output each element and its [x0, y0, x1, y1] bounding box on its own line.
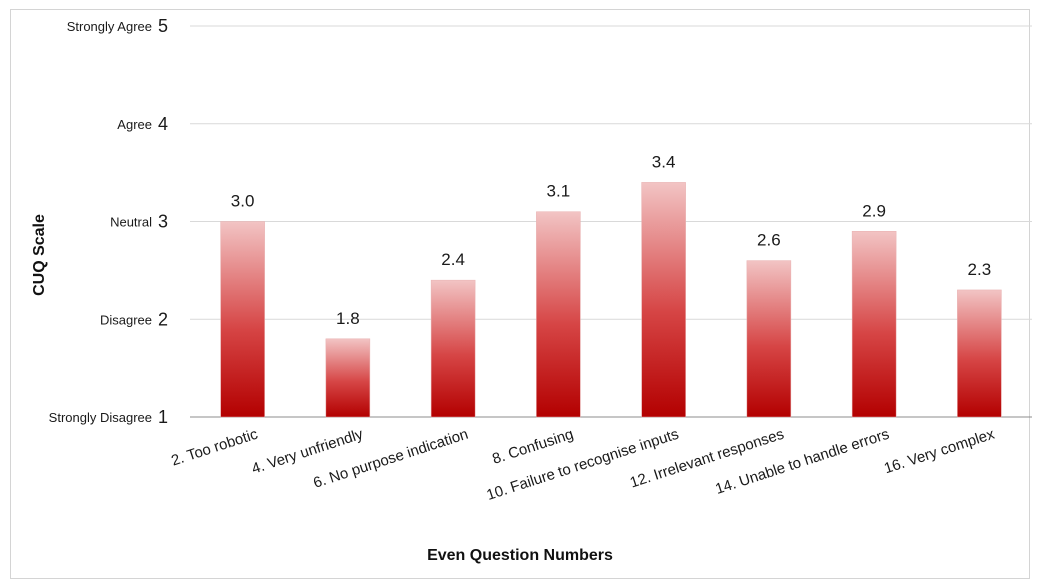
bar: [325, 338, 371, 418]
bar: [220, 221, 265, 418]
bar-data-label: 3.0: [231, 192, 255, 211]
bar: [851, 231, 897, 418]
y-tick-label: Neutral: [110, 215, 152, 230]
y-tick-number: 4: [158, 114, 168, 134]
bar-data-label: 2.6: [757, 231, 781, 250]
x-axis-title: Even Question Numbers: [427, 547, 613, 564]
y-axis-title: CUQ Scale: [31, 214, 48, 296]
bar: [430, 279, 476, 418]
y-tick-label: Strongly Agree: [67, 19, 152, 34]
bar-data-label: 3.4: [652, 152, 676, 171]
bar-data-label: 3.1: [547, 182, 571, 201]
y-tick-number: 5: [158, 16, 168, 36]
x-category-label: 14. Unable to handle errors: [713, 426, 891, 498]
bar-data-label: 2.4: [441, 250, 465, 269]
y-tick-label: Agree: [117, 117, 152, 132]
x-category-label: 10. Failure to recognise inputs: [484, 426, 680, 504]
bar-data-label: 2.3: [968, 260, 992, 279]
y-tick-number: 1: [158, 407, 168, 427]
bar: [746, 260, 792, 418]
bar: [536, 211, 581, 418]
bar-data-label: 2.9: [862, 201, 886, 220]
bar: [641, 182, 686, 418]
x-category-label: 2. Too robotic: [169, 425, 260, 469]
bar: [957, 289, 1002, 418]
x-category-label: 16. Very complex: [882, 425, 997, 477]
bar-data-label: 1.8: [336, 309, 360, 328]
y-tick-number: 3: [158, 212, 168, 232]
y-tick-label: Strongly Disagree: [49, 410, 152, 425]
y-tick-label: Disagree: [100, 312, 152, 327]
y-tick-number: 2: [158, 309, 168, 329]
